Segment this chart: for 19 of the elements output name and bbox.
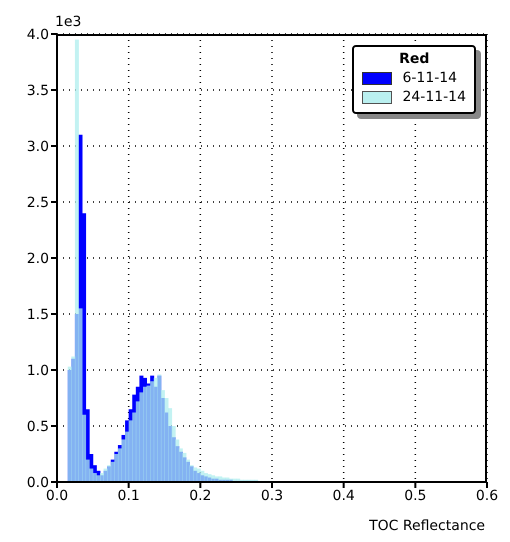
y-tick-label: 1.5 [26,306,49,323]
x-axis-title: TOC Reflectance [368,518,485,534]
legend-title: Red [398,51,430,67]
x-tick-label: 0.6 [476,488,498,504]
x-tick-label: 0.5 [404,488,426,504]
x-tick-label: 0.1 [118,488,140,504]
x-tick-label: 0.3 [260,488,284,504]
y-tick-label: 3.0 [26,138,49,155]
y-tick-label: 2.0 [26,250,49,267]
legend-label: 24-11-14 [402,89,466,105]
x-tick-label: 0.2 [189,488,212,504]
y-tick-label: 1.0 [26,362,49,379]
text: 1e3 [55,14,82,30]
legend-label: 6-11-14 [402,70,458,86]
y-tick-label: 4.0 [26,26,49,43]
x-tick-label: 0.4 [332,488,355,504]
y-tick-label: 3.5 [26,82,49,99]
y-tick-label: 0.5 [26,418,49,435]
y-tick-label: 2.5 [26,194,49,211]
